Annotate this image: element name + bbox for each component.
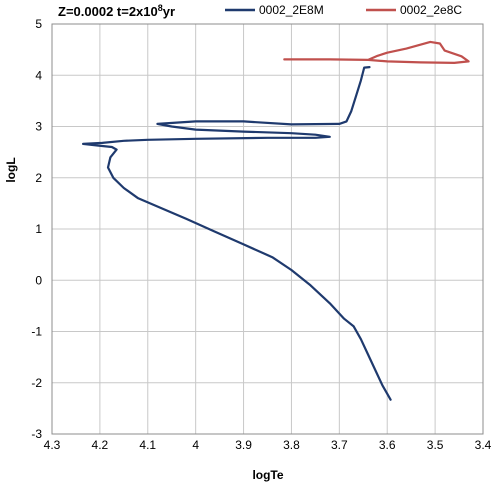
x-tick-label: 4 [192, 438, 199, 452]
chart-title: Z=0.0002 t=2x108yr [58, 3, 175, 19]
plot-area-frame [51, 23, 484, 435]
x-tick-label: 4.2 [92, 438, 109, 452]
series-line-1 [82, 66, 392, 401]
x-tick-label: 3.5 [427, 438, 444, 452]
y-tick-label: 5 [35, 17, 42, 31]
legend-label-2: 0002_2e8C [400, 3, 462, 17]
y-tick-label: 3 [35, 120, 42, 134]
x-axis-title: logTe [252, 468, 283, 482]
x-tick-label: 3.7 [331, 438, 348, 452]
y-tick-label: 4 [35, 68, 42, 82]
x-tick-label: 3.9 [235, 438, 252, 452]
y-tick-label: -2 [31, 376, 42, 390]
y-tick-label: 1 [35, 222, 42, 236]
series-line-2 [283, 40, 470, 64]
x-tick-label: 3.8 [283, 438, 300, 452]
legend-label-1: 0002_2E8M [259, 3, 324, 17]
x-tick-label: 4.3 [44, 438, 61, 452]
y-tick-label: 2 [35, 171, 42, 185]
x-tick-label: 3.4 [475, 438, 492, 452]
y-tick-label: -1 [31, 325, 42, 339]
legend: 0002_2E8M 0002_2e8C [225, 3, 462, 17]
y-tick-label: 0 [35, 273, 42, 287]
y-axis-title: logL [4, 157, 18, 182]
y-tick-label: -3 [31, 427, 42, 441]
series-lines [82, 40, 470, 401]
x-tick-label: 3.6 [379, 438, 396, 452]
x-tick-label: 4.1 [139, 438, 156, 452]
axis-ticks: 4.3 4.2 4.1 4 3.9 3.8 3.7 3.6 3.5 3.4 -3 -2 -1 0 1 2 3 4 5 [31, 17, 491, 452]
